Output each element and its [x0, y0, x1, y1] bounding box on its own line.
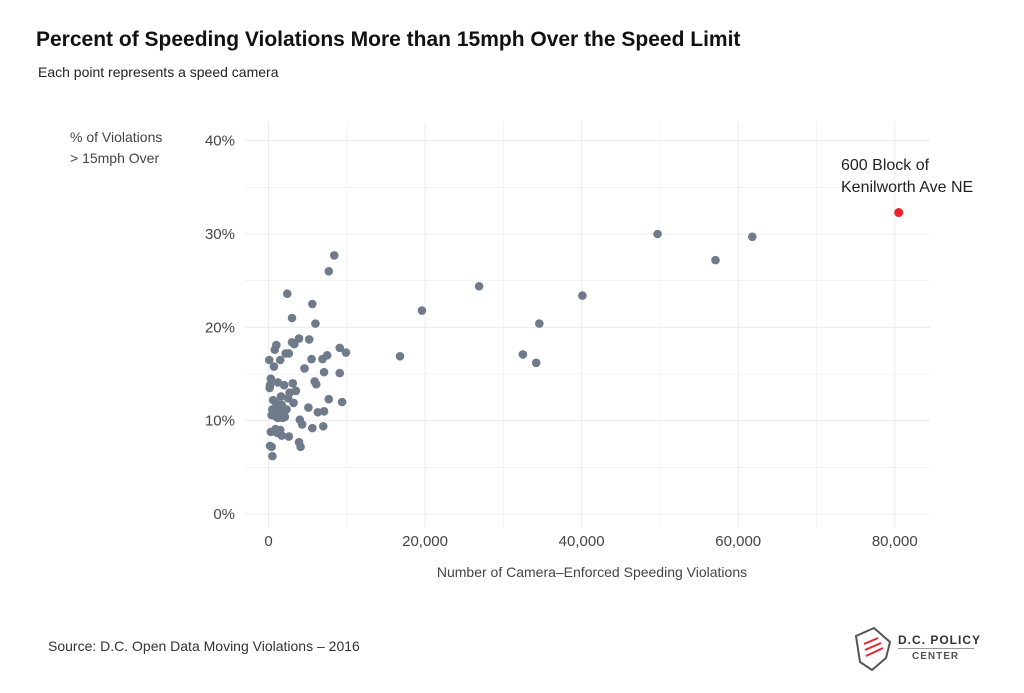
x-tick-label: 0 — [264, 533, 272, 550]
data-point — [265, 380, 275, 390]
data-point — [319, 367, 329, 377]
data-point — [319, 407, 329, 416]
data-point — [275, 355, 285, 365]
logo-divider — [898, 648, 974, 649]
data-point — [747, 232, 757, 242]
data-points — [264, 208, 904, 461]
y-tick-label: 30% — [205, 226, 235, 243]
data-point — [296, 442, 305, 452]
data-point — [300, 364, 309, 373]
data-point — [297, 420, 307, 429]
y-axis-label-line-1: % of Violations — [70, 129, 163, 145]
data-point — [311, 379, 321, 389]
data-point — [287, 313, 297, 323]
data-point — [282, 289, 292, 299]
data-point — [711, 255, 720, 265]
data-point — [653, 229, 662, 239]
data-point — [308, 299, 317, 309]
x-tick-label: 40,000 — [559, 533, 605, 550]
x-tick-label: 60,000 — [715, 533, 761, 550]
annotation-line-2: Kenilworth Ave NE — [841, 179, 973, 196]
dc-map-icon — [854, 626, 892, 672]
data-point — [335, 343, 345, 353]
data-point — [289, 398, 298, 408]
data-point — [264, 355, 274, 365]
data-point — [266, 374, 276, 383]
source-note: Source: D.C. Open Data Moving Violations… — [48, 638, 360, 654]
data-point — [268, 451, 277, 461]
y-tick-label: 20% — [205, 319, 235, 336]
data-point — [308, 423, 317, 433]
data-point — [280, 412, 290, 422]
data-point — [329, 251, 339, 260]
data-point — [324, 394, 334, 404]
y-tick-labels: 0% 10% 20% 30% 40% — [205, 133, 235, 523]
data-point — [417, 306, 427, 315]
dc-policy-center-logo: D.C. POLICY CENTER — [852, 626, 982, 674]
data-point — [291, 386, 301, 396]
data-point — [337, 397, 347, 407]
highlight-point — [894, 208, 904, 218]
data-point — [277, 431, 287, 440]
y-tick-label: 10% — [205, 413, 235, 430]
y-tick-label: 40% — [205, 133, 235, 150]
data-point — [288, 379, 298, 388]
data-point — [267, 442, 276, 452]
logo-text-line-1: D.C. POLICY — [898, 633, 982, 647]
data-point — [307, 354, 316, 364]
data-point — [304, 335, 314, 344]
data-point — [322, 351, 332, 360]
data-point — [284, 349, 294, 358]
data-point — [269, 362, 279, 371]
data-point — [324, 267, 334, 276]
chart-subtitle: Each point represents a speed camera — [38, 64, 279, 80]
data-point — [318, 421, 328, 431]
annotation: 600 Block of Kenilworth Ave NE — [841, 157, 973, 196]
data-point — [282, 405, 291, 414]
data-point — [535, 319, 544, 328]
data-point — [518, 350, 528, 359]
data-point — [279, 380, 289, 390]
data-point — [578, 291, 587, 300]
data-point — [474, 281, 484, 291]
logo-text-line-2: CENTER — [912, 651, 960, 662]
data-point — [304, 403, 313, 412]
data-point — [341, 348, 351, 357]
y-axis-label-line-2: > 15mph Over — [70, 150, 160, 166]
grid-lines — [245, 122, 930, 528]
data-point — [395, 351, 405, 361]
data-point — [311, 319, 320, 328]
y-tick-label: 0% — [213, 506, 235, 523]
data-point — [284, 432, 294, 441]
data-point — [276, 392, 286, 401]
y-axis-label: % of Violations > 15mph Over — [70, 127, 162, 169]
data-point — [531, 358, 541, 368]
x-tick-label: 20,000 — [402, 533, 448, 550]
annotation-line-1: 600 Block of — [841, 157, 930, 174]
x-tick-label: 80,000 — [872, 533, 918, 550]
data-point — [272, 340, 281, 350]
chart-title: Percent of Speeding Violations More than… — [36, 28, 741, 51]
data-point — [335, 368, 345, 378]
data-point — [294, 334, 304, 343]
x-axis-label: Number of Camera–Enforced Speeding Viola… — [436, 564, 748, 580]
x-tick-labels: 0 20,000 40,000 60,000 80,000 — [264, 533, 917, 550]
